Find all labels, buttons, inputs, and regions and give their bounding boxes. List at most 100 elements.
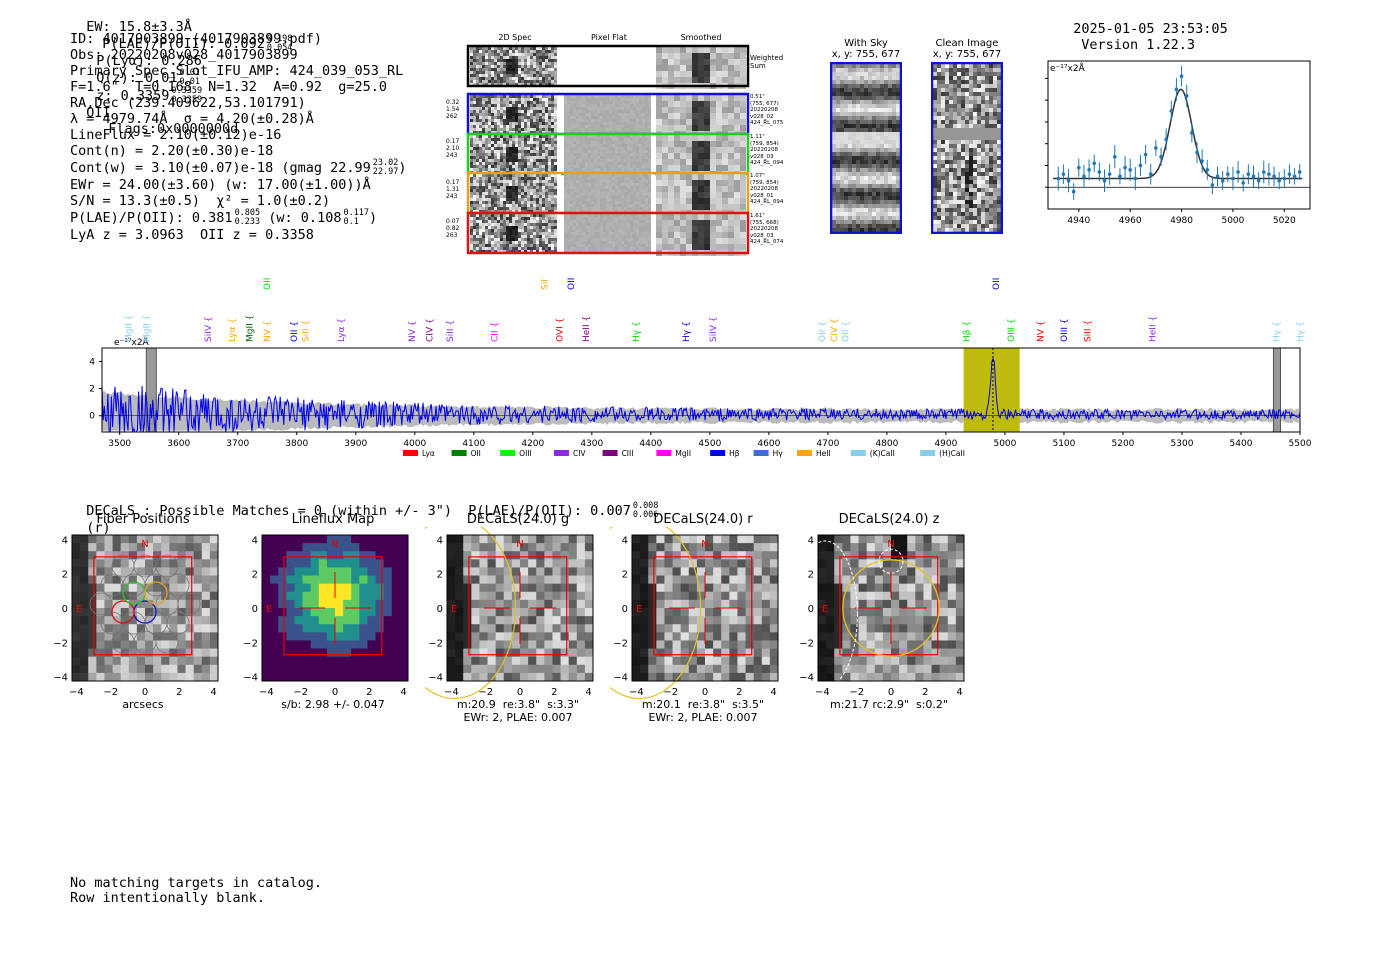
zoom-point (1246, 172, 1251, 176)
plya-value: P(Lyα): 0.286 (96, 53, 202, 69)
cutout-frame (446, 534, 594, 682)
spectrum-xtick-label: 4500 (698, 439, 721, 449)
stamp-r4-c2 (656, 214, 746, 256)
cutout-xtick-label: 4 (400, 687, 406, 698)
cutout-image-2: N E 4 2 0 −2 −4−4 −2 0 2 4 (392, 516, 594, 700)
zoom-point (1169, 109, 1174, 113)
weighted-sum-label: Weighted Sum (750, 54, 784, 70)
cutout-aperture-box (839, 556, 939, 656)
fiber-circle (155, 554, 179, 578)
cutout-title: DECaLS(24.0) g (466, 512, 570, 527)
east-label: E (822, 604, 828, 615)
spectrum-line (101, 357, 1301, 433)
spectrum-line-label: SiII { (1084, 320, 1094, 342)
clean-image (930, 61, 1004, 235)
spectrum-xtick-label: 4000 (403, 439, 426, 449)
zoom-point (1143, 152, 1148, 157)
stamp-r3-c2 (656, 174, 746, 216)
stamp-col-pixelflat: Pixel Flat (591, 33, 627, 42)
header-summary: EW: 15.8±3.3Å P(LAE)/P(OII): 0.092 0.198 0… (70, 3, 292, 137)
plae2-hi: 0.805 (234, 208, 261, 218)
cutout-panel-2: DECaLS(24.0) g N E 4 2 0 −2 −4 −4 −2 0 2 4 m:20.9 re:… (392, 512, 605, 724)
legend-label: HeII (816, 449, 831, 458)
spectrum-line-label: CII { (490, 322, 500, 342)
spectrum-top-label: OIII { (992, 278, 1002, 290)
spectrum-line-label: NV { (1036, 321, 1046, 342)
zoom-point (1205, 168, 1210, 172)
stamp-grid (466, 44, 750, 256)
zoom-point (1138, 163, 1143, 168)
info-ewr: EWr = 24.00(±3.60) (w: 17.00(±1.00))Å (70, 177, 371, 193)
cutout-xtick-label: −4 (444, 687, 459, 698)
spectrum-xtick-label: 3500 (108, 439, 131, 449)
spectrum-line-label: HeII { (1148, 316, 1158, 342)
cutout-xtick-label: −2 (293, 687, 308, 698)
zoom-point (1174, 87, 1179, 92)
cutout-ytick-label: −2 (53, 638, 68, 649)
spectrum-xtick-label: 4600 (757, 439, 780, 449)
zoom-point (1066, 178, 1071, 183)
spectrum-line-label: Hγ { (682, 321, 692, 342)
zoom-point (1215, 174, 1220, 179)
cutout-aperture-box (283, 556, 383, 656)
cutout-ytick-label: 2 (252, 570, 258, 581)
clean-image-panel: Clean Image x, y: 755, 677 (927, 38, 1007, 238)
cutout-xtick-label: 0 (517, 687, 523, 698)
cutout-ytick-label: 4 (62, 535, 68, 546)
zoom-point (1107, 172, 1112, 176)
cutout-ytick-label: 0 (437, 604, 443, 615)
zoom-point (1118, 174, 1122, 179)
legend-label: Hβ (729, 449, 740, 458)
zoom-xtick-label: 5000 (1221, 216, 1244, 226)
cutout-panel-4: DECaLS(24.0) z N E 4 2 0 −2 −4 −4 −2 0 2 4 m:21.7 rc:… (792, 512, 976, 711)
with-sky-coords: x, y: 755, 677 (831, 49, 901, 60)
stamp-r1-c2 (656, 95, 746, 137)
plae-hi: 0.198 (266, 34, 293, 44)
decals-summary: DECaLS : Possible Matches = 0 (within +/… (70, 486, 658, 537)
spectrum-line-label: SiIV { (709, 316, 719, 342)
spectrum-line-label: OII { (842, 321, 852, 342)
spectrum-line-label: NV { (263, 321, 273, 342)
version: Version 1.22.3 (1081, 37, 1196, 53)
spectrum-line-label: SiIV { (204, 316, 214, 342)
cutout-ytick-label: −4 (799, 673, 814, 684)
zoom-point (1210, 183, 1215, 187)
cutout-title: DECaLS(24.0) z (838, 512, 940, 527)
gmag-hi: 23.02 (372, 158, 399, 168)
legend-label: CIV (573, 449, 586, 458)
legend-swatch (850, 450, 866, 456)
spectrum-top-label: SiIV { (541, 278, 551, 290)
info-lambda: λ = 4979.74Å σ = 4.20(±0.28)Å (70, 111, 314, 127)
zoom-point (1231, 176, 1235, 181)
cutout-frame (817, 534, 965, 682)
cutouts-row: Fiber Positions N E 4 2 0 −2 −4 −4 −2 0 2 4 arcsecs Li… (50, 512, 980, 727)
legend-swatch (553, 450, 569, 456)
spectrum-line-label: Hγ { (1296, 321, 1306, 342)
spectrum-xtick-label: 4400 (639, 439, 662, 449)
zoom-xtick-label: 4980 (1170, 216, 1193, 226)
north-label: N (701, 539, 708, 550)
zoom-point (1179, 74, 1184, 79)
cutout-frame (631, 534, 779, 682)
zoom-point (1272, 174, 1276, 179)
zoom-point (1200, 159, 1204, 163)
spectrum-xtick-label: 5300 (1171, 439, 1194, 449)
zoom-point (1056, 176, 1061, 181)
stamp-row-border-0 (466, 44, 750, 88)
contw-text: Cont(w) = 3.10(±0.07)e-18 (gmag 22.99 (70, 160, 371, 176)
with-sky-panel: With Sky x, y: 755, 677 (826, 38, 906, 238)
spectrum-line-label: OIII { (1060, 318, 1070, 342)
cutout-ytick-label: −2 (613, 638, 628, 649)
plae2-w: (w: 0.108 (268, 210, 342, 226)
cutout-ytick-label: −4 (243, 673, 258, 684)
cleanSvg-border (930, 61, 1004, 235)
qz-lo: 0.01 (179, 77, 201, 87)
spectrum-xtick-label: 3900 (344, 439, 367, 449)
cutout-aperture-box (468, 556, 568, 656)
legend-label: Hγ (773, 449, 784, 458)
cutout-image-0: N E 4 2 0 −2 −4−4 −2 0 2 4 (53, 534, 219, 698)
cutout-caption: m:21.7 rc:2.9" s:0.2" (830, 698, 948, 711)
cutout-xtick-label: 0 (888, 687, 894, 698)
detection-info: ID: 4017903899 (4017903899.pdf) Obs: 202… (70, 31, 406, 243)
cutout-xtick-label: −4 (815, 687, 830, 698)
